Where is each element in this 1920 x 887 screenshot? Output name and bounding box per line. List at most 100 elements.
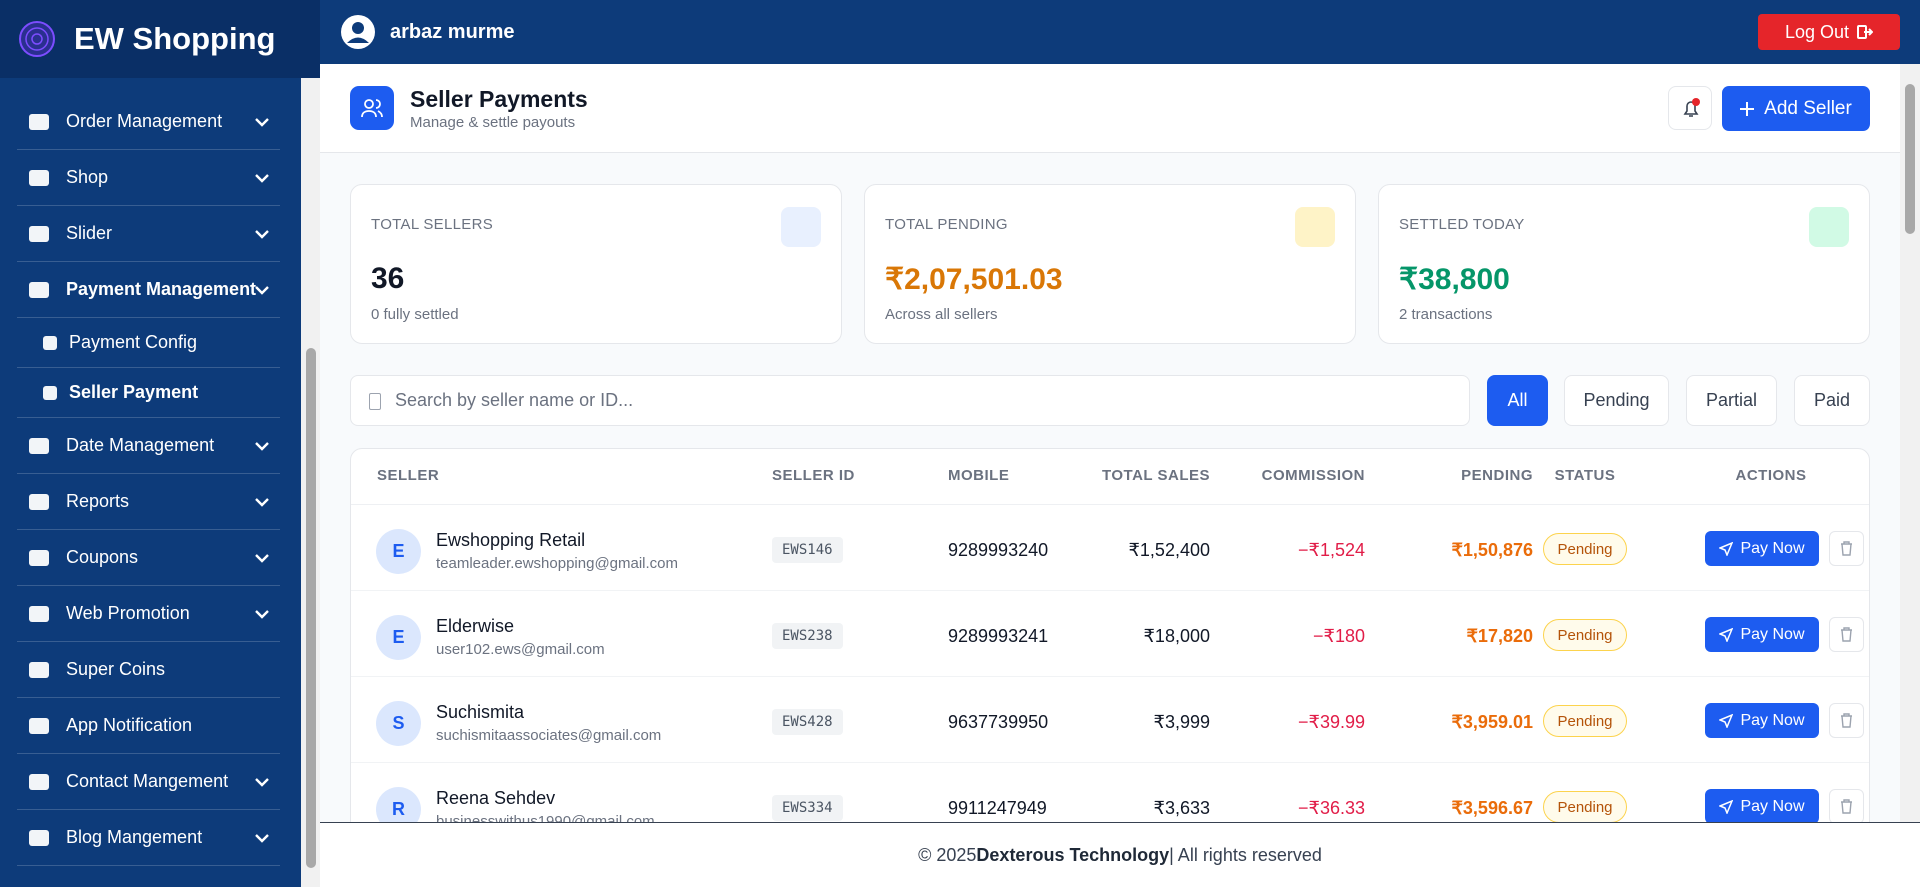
- logout-button[interactable]: Log Out: [1758, 14, 1900, 50]
- seller-avatar: E: [376, 615, 421, 660]
- menu-item[interactable]: Reports: [17, 474, 280, 530]
- pay-now-label[interactable]: Pay Now: [1740, 711, 1805, 729]
- menu-icon: [29, 717, 49, 734]
- pay-now-label[interactable]: Pay Now: [1740, 625, 1805, 643]
- menu-label[interactable]: Date Management: [66, 435, 215, 455]
- menu-label[interactable]: Payment Management: [66, 279, 257, 299]
- seller-id: EWS334: [772, 795, 843, 821]
- menu-item[interactable]: Contact Mangement: [17, 754, 280, 810]
- table-row: E Ewshopping Retail teamleader.ewshopping@…: [351, 505, 1869, 591]
- notification-button[interactable]: [1668, 86, 1712, 130]
- stat-card: SETTLED TODAY ₹38,800 2 transactions: [1378, 184, 1870, 344]
- menu-label[interactable]: Web Promotion: [66, 603, 190, 623]
- submenu-label[interactable]: Seller Payment: [69, 382, 199, 402]
- commission: −₹1,524: [1297, 540, 1365, 560]
- menu-item[interactable]: Slider: [17, 206, 280, 262]
- menu-item[interactable]: Coupons: [17, 530, 280, 586]
- menu-item[interactable]: Shop: [17, 150, 280, 206]
- filter-button[interactable]: All: [1487, 375, 1548, 426]
- delete-button[interactable]: [1829, 531, 1864, 566]
- delete-button[interactable]: [1829, 789, 1864, 822]
- filter-button[interactable]: Paid: [1794, 375, 1870, 426]
- total-sales: ₹1,52,400: [1128, 540, 1210, 560]
- stat-label: TOTAL SELLERS: [371, 216, 494, 233]
- menu-icon: [29, 829, 49, 846]
- seller-email: businesswithus1990@gmail.com: [436, 813, 655, 822]
- column-header: TOTAL SALES: [1101, 467, 1210, 484]
- menu-icon: [29, 605, 49, 622]
- chevron-icon: [254, 606, 270, 627]
- pending-amount: ₹3,596.67: [1451, 798, 1533, 818]
- delete-button[interactable]: [1829, 703, 1864, 738]
- delete-button[interactable]: [1829, 617, 1864, 652]
- seller-name: Elderwise: [436, 616, 515, 636]
- pay-now-button[interactable]: Pay Now: [1705, 703, 1819, 738]
- menu-item[interactable]: Date Management: [17, 418, 280, 474]
- menu-item[interactable]: App Notification: [17, 698, 280, 754]
- filter-button[interactable]: Partial: [1686, 375, 1777, 426]
- menu-label[interactable]: Coupons: [66, 547, 139, 567]
- menu-item[interactable]: Blog Mangement: [17, 810, 280, 866]
- menu-label[interactable]: App Notification: [66, 715, 193, 735]
- column-header: ACTIONS: [1735, 467, 1807, 484]
- status-badge: Pending: [1543, 705, 1627, 737]
- menu-icon: [29, 225, 49, 242]
- stat-value: ₹2,07,501.03: [885, 263, 1063, 296]
- menu-label[interactable]: Order Management: [66, 111, 223, 131]
- chevron-icon: [254, 438, 270, 459]
- filter-button[interactable]: Pending: [1564, 375, 1669, 426]
- chevron-icon: [254, 550, 270, 571]
- menu-icon: [43, 335, 57, 350]
- footer-copyright: © 2025: [918, 844, 977, 865]
- menu-label[interactable]: Shop: [66, 167, 109, 187]
- submenu-item[interactable]: Payment Config: [17, 318, 280, 368]
- menu-label[interactable]: Blog Mangement: [66, 827, 203, 847]
- footer: © 2025 Dexterous Technology | All rights…: [320, 822, 1920, 887]
- pay-now-label[interactable]: Pay Now: [1740, 539, 1805, 557]
- pending-amount: ₹3,959.01: [1451, 712, 1533, 732]
- menu-label[interactable]: Reports: [66, 491, 130, 511]
- sidebar: [0, 0, 301, 887]
- chevron-icon: [254, 226, 270, 247]
- stat-note: 2 transactions: [1399, 306, 1493, 323]
- menu-item[interactable]: Web Promotion: [17, 586, 280, 642]
- seller-name: Ewshopping Retail: [436, 530, 586, 550]
- seller-name: Suchismita: [436, 702, 525, 722]
- status-badge: Pending: [1543, 619, 1627, 651]
- menu-label[interactable]: Contact Mangement: [66, 771, 229, 791]
- sellers-table: SELLER SELLER ID MOBILE TOTAL SALES COMMISSI…: [350, 448, 1870, 822]
- menu-icon: [29, 437, 49, 454]
- pay-now-button[interactable]: Pay Now: [1705, 617, 1819, 652]
- menu-label[interactable]: Super Coins: [66, 659, 166, 679]
- seller-id: EWS146: [772, 537, 843, 563]
- submenu-item[interactable]: Seller Payment: [17, 368, 280, 418]
- search-input[interactable]: Search by seller name or ID...: [350, 375, 1470, 426]
- submenu-label[interactable]: Payment Config: [69, 332, 198, 352]
- scrollbar: [1900, 64, 1920, 822]
- menu-item[interactable]: Super Coins: [17, 642, 280, 698]
- pay-now-button[interactable]: Pay Now: [1705, 531, 1819, 566]
- commission: −₹180: [1313, 626, 1365, 646]
- pending-amount: ₹17,820: [1466, 626, 1533, 646]
- column-header: COMMISSION: [1261, 467, 1365, 484]
- page-header: Seller Payments Manage & settle payouts …: [320, 64, 1900, 153]
- total-sales: ₹3,999: [1153, 712, 1211, 732]
- add-seller-label[interactable]: Add Seller: [1764, 97, 1852, 119]
- header-icon: [350, 86, 394, 130]
- menu-item[interactable]: Payment Management: [17, 262, 280, 318]
- menu-label[interactable]: Slider: [66, 223, 113, 243]
- column-header: SELLER: [377, 467, 440, 484]
- stat-label: SETTLED TODAY: [1399, 216, 1525, 233]
- logout-label[interactable]: Log Out: [1784, 21, 1850, 42]
- brand-name: EW Shopping: [74, 21, 276, 56]
- menu-icon: [29, 113, 49, 130]
- chevron-icon: [254, 494, 270, 515]
- stat-icon: [781, 207, 821, 247]
- brand-logo: [19, 21, 55, 57]
- pay-now-label[interactable]: Pay Now: [1740, 797, 1805, 815]
- menu-item[interactable]: Order Management: [17, 94, 280, 150]
- add-seller-button[interactable]: Add Seller: [1722, 86, 1870, 131]
- search-placeholder[interactable]: Search by seller name or ID...: [395, 390, 634, 410]
- pay-now-button[interactable]: Pay Now: [1705, 789, 1819, 822]
